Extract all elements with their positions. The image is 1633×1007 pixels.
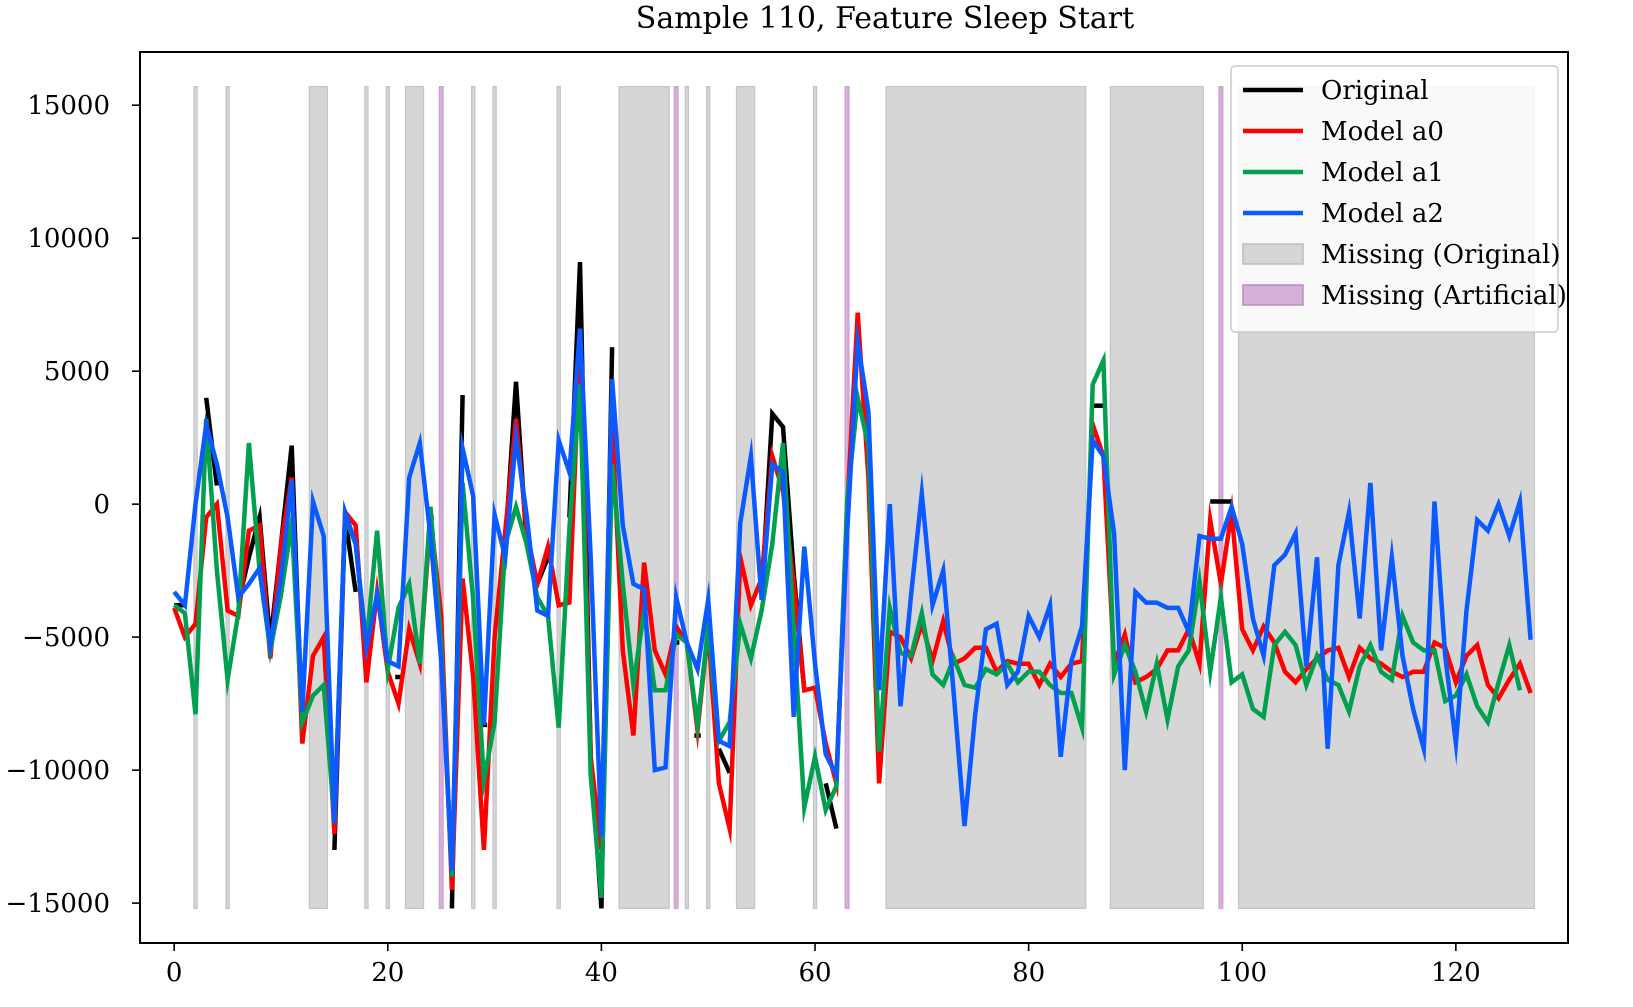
- missing-artificial-band: [438, 86, 444, 909]
- missing-original-band: [812, 85, 818, 910]
- y-tick-label: 10000: [27, 224, 110, 254]
- legend-label: Model a0: [1321, 117, 1444, 147]
- missing-original-band: [684, 85, 690, 910]
- y-tick-label: 15000: [27, 91, 110, 121]
- legend-patch-swatch: [1242, 284, 1304, 306]
- y-tick-label: −10000: [6, 756, 111, 786]
- x-tick-label: 20: [371, 958, 404, 988]
- missing-original-band: [556, 85, 561, 910]
- series-lines: [172, 262, 1533, 909]
- missing-original-band: [404, 85, 425, 910]
- missing-original-band: [1109, 85, 1204, 910]
- x-tick-label: 100: [1217, 958, 1267, 988]
- series-line: [172, 320, 1533, 872]
- legend-label: Missing (Original): [1321, 240, 1560, 270]
- missing-original-band: [225, 85, 230, 910]
- x-tick-label: 40: [585, 958, 618, 988]
- y-tick-label: −15000: [6, 889, 111, 919]
- x-tick-label: 0: [166, 958, 183, 988]
- missing-artificial-band: [673, 86, 679, 909]
- plot-frame: [139, 51, 1569, 944]
- missing-original-band: [492, 85, 497, 910]
- missing-original-band: [706, 85, 711, 910]
- series-line: [716, 747, 732, 774]
- y-axis: 15000 10000 5000 0 −5000 −10000 −15000: [6, 91, 140, 919]
- missing-original-band: [618, 85, 670, 910]
- series-line: [823, 782, 839, 830]
- legend: Original Model a0 Model a1 Model a2 Missing …: [1230, 65, 1567, 333]
- chart-title: Sample 110, Feature Sleep Start: [636, 1, 1134, 36]
- legend-label: Original: [1321, 76, 1429, 106]
- y-tick-label: 5000: [44, 357, 110, 387]
- legend-frame: [1230, 65, 1559, 333]
- missing-artificial-band: [1218, 86, 1224, 909]
- missing-original-band: [385, 85, 390, 910]
- legend-patch-swatch: [1242, 243, 1304, 265]
- y-tick-label: −5000: [22, 623, 110, 653]
- missing-original-band: [364, 85, 369, 910]
- legend-label: Model a2: [1321, 199, 1444, 229]
- y-tick-label: 0: [93, 490, 110, 520]
- legend-label: Model a1: [1321, 158, 1444, 188]
- x-tick-label: 60: [798, 958, 831, 988]
- x-tick-label: 80: [1012, 958, 1045, 988]
- legend-label: Missing (Artificial): [1321, 281, 1567, 311]
- series-model-a2: [172, 320, 1533, 872]
- missing-original-band: [885, 85, 1087, 910]
- x-axis: 0 20 40 60 80 100 120: [166, 943, 1481, 988]
- x-tick-label: 120: [1431, 958, 1481, 988]
